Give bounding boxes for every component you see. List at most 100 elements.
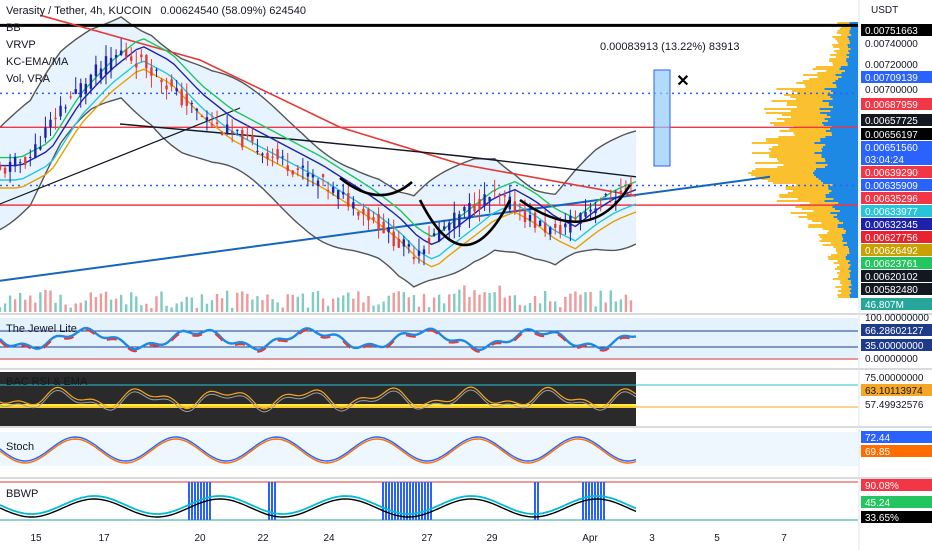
volume-bar <box>478 294 481 312</box>
candle-body <box>528 214 532 221</box>
vrvp-bar-yellow <box>778 144 826 146</box>
volume-bar <box>453 293 456 312</box>
vrvp-bar-yellow <box>837 30 850 32</box>
vrvp-bar-blue <box>846 58 858 60</box>
pane-title-rsi[interactable]: BAC RSI & EMA <box>6 376 88 388</box>
vrvp-bar-blue <box>836 84 858 86</box>
volume-bar <box>165 305 168 312</box>
vrvp-bar-yellow <box>784 94 828 96</box>
volume-bar <box>109 299 113 312</box>
vrvp-bar-blue <box>821 122 858 124</box>
volume-bar <box>468 296 471 312</box>
vrvp-bar-blue <box>815 176 858 178</box>
volume-bar <box>498 285 501 312</box>
bollinger-upper <box>0 16 637 197</box>
volume-bar <box>503 297 506 312</box>
pattern-arc-head <box>418 199 512 247</box>
candle-body <box>18 162 22 164</box>
volume-bar <box>130 292 133 312</box>
vrvp-bar-yellow <box>751 152 815 154</box>
volume-bar <box>0 307 2 312</box>
stoch-d-line <box>0 438 637 464</box>
pane-title-jewel[interactable]: The Jewel Lite <box>6 323 77 335</box>
vrvp-bar-blue <box>824 88 858 90</box>
indicator-vol[interactable]: Vol, VRA <box>6 73 51 85</box>
candle-body <box>448 222 451 231</box>
candle-body <box>533 212 537 228</box>
candle-body <box>518 209 522 212</box>
volume-bar <box>316 290 320 312</box>
candle-body <box>513 201 517 213</box>
volume-bar <box>225 290 229 312</box>
volume-bar <box>124 304 128 312</box>
vrvp-bar-yellow <box>770 150 823 152</box>
volume-bar <box>513 295 517 312</box>
indicator-vrvp[interactable]: VRVP <box>6 39 36 51</box>
vrvp-bar-blue <box>845 232 858 234</box>
vrvp-bar-yellow <box>797 92 833 94</box>
candle-body <box>135 63 138 68</box>
bbwp-signal-bar <box>430 482 432 520</box>
vrvp-bar-yellow <box>815 66 841 68</box>
vrvp-bar-blue <box>827 94 858 96</box>
candle-body <box>543 222 547 233</box>
candle-body <box>367 209 370 221</box>
vrvp-bar-yellow <box>832 278 848 280</box>
vrvp-bar-yellow <box>826 70 845 72</box>
candle-body <box>352 202 355 209</box>
pane-title-bbwp[interactable]: BBWP <box>6 488 39 500</box>
indicator-bb[interactable]: BB <box>6 22 21 34</box>
vrvp-bar-blue <box>850 270 858 272</box>
candle-body <box>49 119 52 128</box>
vrvp-bar-yellow <box>836 32 850 34</box>
candle-body <box>357 211 360 216</box>
bbwp-signal-bar <box>537 482 539 520</box>
vrvp-bar-yellow <box>796 82 833 84</box>
candle-body <box>64 107 67 109</box>
vrvp-bar-yellow <box>804 84 837 86</box>
moving-average-red <box>39 14 637 197</box>
vrvp-bar-blue <box>825 130 858 132</box>
vrvp-bar-blue <box>837 78 858 80</box>
vrvp-bar-yellow <box>778 136 826 138</box>
candle-body <box>296 168 300 171</box>
rsi-background <box>0 372 636 426</box>
symbol-title[interactable]: Verasity / Tether, 4h, KUCOIN <box>6 5 152 17</box>
pane-title-stoch[interactable]: Stoch <box>6 441 35 453</box>
vrvp-bar-blue <box>849 272 858 274</box>
vrvp-bar-yellow <box>755 162 816 164</box>
volume-bar <box>104 291 108 312</box>
vrvp-bar-yellow <box>812 220 840 222</box>
vrvp-bar-blue <box>849 252 858 254</box>
vrvp-bar-yellow <box>777 166 825 168</box>
bbwp-signal-bar <box>200 482 202 520</box>
jewel-axis-label-bg <box>861 339 932 351</box>
candle-body <box>629 183 633 186</box>
candle-body <box>256 150 259 152</box>
vrvp-bar-yellow <box>832 44 848 46</box>
volume-bar <box>362 302 365 312</box>
x-axis-label: 5 <box>714 533 720 544</box>
candle-body <box>417 250 421 256</box>
vrvp-bar-yellow <box>812 68 840 70</box>
vrvp-bar-yellow <box>833 246 848 248</box>
moving-average-black <box>119 123 637 178</box>
vrvp-bar-blue <box>846 242 858 244</box>
volume-bar <box>377 304 380 312</box>
candle-body <box>220 134 224 136</box>
price-axis-label: 0.00620102 <box>865 272 918 283</box>
price-axis-label-bg <box>861 257 932 269</box>
price-axis-label: 0.00651560 <box>865 143 918 154</box>
vrvp-bar-yellow <box>797 198 834 200</box>
indicator-kc[interactable]: KC-EMA/MA <box>6 56 69 68</box>
volume-bar <box>185 296 188 312</box>
volume-bar <box>599 290 602 312</box>
vrvp-bar-yellow <box>795 206 833 208</box>
vrvp-bar-blue <box>814 174 858 176</box>
volume-bar <box>59 294 62 312</box>
volume-bar <box>205 303 209 312</box>
vrvp-bar-yellow <box>841 292 852 294</box>
bbwp-signal-bar <box>591 482 593 520</box>
